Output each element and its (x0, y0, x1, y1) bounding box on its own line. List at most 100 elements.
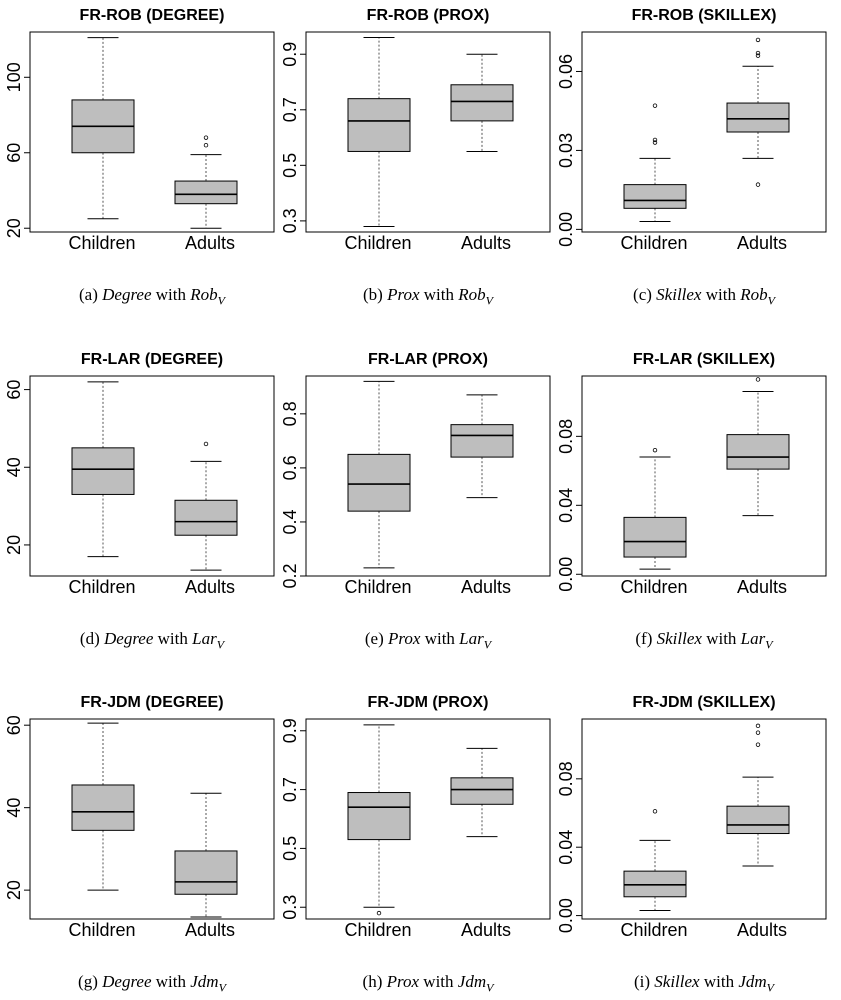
box-children (347, 724, 411, 916)
box-adults (726, 37, 790, 187)
category-label: Adults (185, 920, 235, 940)
caption-measure: Degree (102, 972, 152, 991)
chart-title: FR-JDM (DEGREE) (80, 694, 223, 711)
plot-frame (305, 375, 551, 577)
caption-label: (h) (362, 972, 383, 991)
box-iqr (347, 453, 411, 512)
panel-caption: (c) Skillex with RobV (564, 285, 841, 308)
category-label: Children (68, 577, 135, 597)
caption-metric: Jdm (190, 972, 219, 991)
caption-sub: V (767, 293, 775, 308)
caption-sub: V (486, 980, 494, 995)
y-tick-label: 0.3 (280, 208, 300, 233)
box-adults (726, 377, 790, 517)
box-iqr (450, 777, 514, 805)
panel-caption: (h) Prox with JdmV (288, 972, 568, 995)
caption-with: with (157, 629, 188, 648)
outlier-point (755, 53, 761, 58)
plot-frame (305, 31, 551, 233)
y-tick-label: 0.00 (556, 557, 576, 592)
y-tick-label: 0.7 (280, 777, 300, 802)
caption-with: with (423, 972, 454, 991)
box-iqr (726, 102, 790, 133)
caption-label: (g) (78, 972, 98, 991)
plot-frame (29, 718, 275, 920)
outlier-point (755, 50, 761, 56)
category-label: Adults (461, 920, 511, 940)
panel-caption: (f) Skillex with LarV (564, 629, 841, 652)
chart-title: FR-LAR (SKILLEX) (633, 351, 775, 368)
chart-title: FR-ROB (DEGREE) (80, 7, 225, 24)
plot-frame (581, 31, 827, 233)
category-label: Children (68, 233, 135, 253)
y-tick-label: 0.8 (280, 401, 300, 426)
box-iqr (450, 424, 514, 458)
caption-measure: Prox (386, 972, 420, 991)
caption-measure: Degree (104, 629, 154, 648)
y-tick-label: 20 (4, 218, 24, 238)
caption-label: (d) (79, 629, 100, 648)
caption-sub: V (218, 980, 226, 995)
caption-label: (c) (633, 285, 652, 304)
panel-caption: (i) Skillex with JdmV (564, 972, 841, 995)
outlier-point (203, 143, 209, 148)
plot-frame (29, 31, 275, 233)
chart-title: FR-ROB (PROX) (367, 7, 490, 24)
box-iqr (623, 870, 687, 898)
box-iqr (623, 184, 687, 209)
caption-with: with (423, 285, 454, 304)
outlier-point (652, 140, 658, 145)
caption-sub: V (765, 637, 773, 652)
box-children (347, 380, 411, 569)
box-children (623, 103, 687, 222)
outlier-point (203, 135, 209, 140)
outlier-point (203, 441, 209, 447)
box-adults (174, 135, 238, 229)
caption-measure: Skillex (656, 629, 702, 648)
panel-caption: (b) Prox with RobV (288, 285, 568, 308)
caption-sub: V (766, 980, 774, 995)
category-label: Adults (461, 233, 511, 253)
category-label: Adults (461, 577, 511, 597)
panel-caption: (g) Degree with JdmV (12, 972, 292, 995)
box-children (623, 809, 687, 911)
chart-title: FR-ROB (SKILLEX) (632, 7, 777, 24)
y-tick-label: 0.04 (556, 488, 576, 523)
caption-sub: V (483, 637, 492, 652)
panel-caption: (d) Degree with LarV (12, 629, 292, 652)
y-tick-label: 0.4 (280, 509, 300, 534)
y-tick-label: 20 (4, 880, 24, 900)
y-tick-label: 0.06 (556, 54, 576, 89)
box-iqr (726, 434, 790, 470)
panel-caption: (a) Degree with RobV (12, 285, 292, 308)
caption-measure: Degree (102, 285, 152, 304)
y-tick-label: 60 (4, 380, 24, 400)
caption-metric: Lar (459, 629, 484, 648)
caption-metric: Lar (192, 629, 217, 648)
outlier-point (755, 182, 761, 187)
box-children (71, 381, 135, 558)
box-adults (174, 792, 238, 918)
chart-title: FR-JDM (PROX) (368, 694, 489, 711)
y-tick-label: 40 (4, 457, 24, 477)
y-tick-label: 0.7 (280, 97, 300, 122)
category-label: Children (68, 920, 135, 940)
caption-measure: Skillex (654, 972, 700, 991)
caption-metric: Rob (458, 285, 486, 304)
box-adults (450, 53, 514, 152)
box-adults (450, 394, 514, 499)
panel-caption: (e) Prox with LarV (288, 629, 568, 652)
box-iqr (450, 84, 514, 122)
chart-title: FR-LAR (PROX) (368, 351, 488, 368)
caption-with: with (703, 972, 735, 991)
caption-measure: Prox (388, 629, 421, 648)
y-tick-label: 0.5 (280, 153, 300, 178)
caption-metric: Jdm (738, 972, 767, 991)
y-tick-label: 100 (4, 62, 24, 92)
box-iqr (347, 792, 411, 841)
